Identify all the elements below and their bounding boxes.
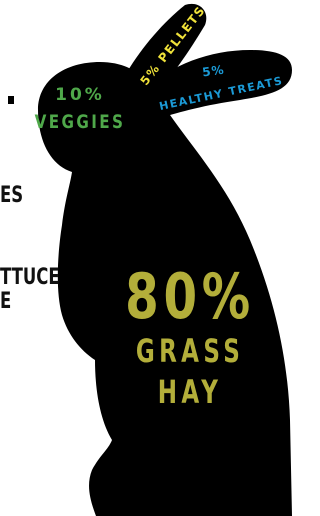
section-label: GRASS (136, 332, 244, 370)
section-label: HAY (158, 373, 223, 411)
percent-label: 10% (55, 85, 105, 105)
page: ES TTUCE E 10% VEGGIES 5% PELLETS 5% HEA… (0, 0, 292, 516)
cropped-text: TTUCE (0, 264, 60, 290)
section-label: VEGGIES (35, 111, 126, 133)
infographic: ES TTUCE E 10% VEGGIES 5% PELLETS 5% HEA… (0, 0, 292, 516)
cropped-text: ES (0, 182, 23, 208)
cropped-text: E (0, 288, 11, 314)
percent-label: 80% (125, 261, 255, 333)
rabbit-mark (8, 96, 14, 104)
